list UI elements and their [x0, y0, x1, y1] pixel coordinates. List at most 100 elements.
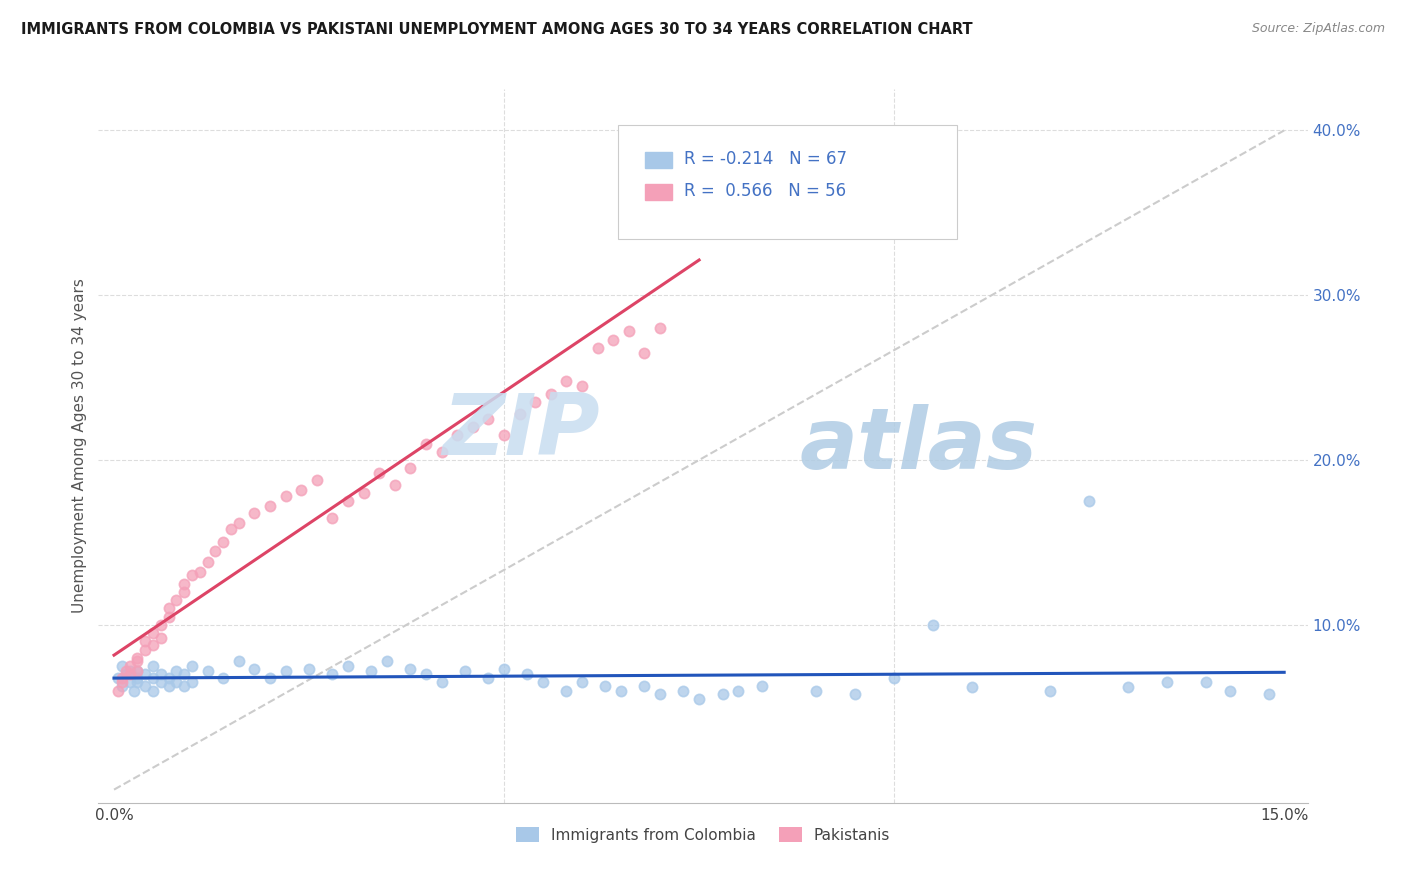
- Point: [142, 671, 165, 685]
- FancyBboxPatch shape: [619, 125, 957, 239]
- Point: [142, 683, 165, 698]
- Point: [922, 617, 945, 632]
- Point: [360, 664, 382, 678]
- Point: [111, 659, 134, 673]
- Point: [118, 675, 141, 690]
- Point: [212, 535, 235, 549]
- Point: [149, 617, 172, 632]
- Point: [446, 428, 468, 442]
- Point: [157, 601, 180, 615]
- Point: [430, 444, 453, 458]
- Point: [127, 664, 149, 678]
- Point: [212, 671, 235, 685]
- Point: [602, 333, 624, 347]
- Point: [415, 667, 437, 681]
- Point: [219, 522, 242, 536]
- Point: [259, 671, 281, 685]
- Point: [197, 555, 219, 569]
- Point: [1219, 683, 1241, 698]
- Point: [516, 667, 538, 681]
- Point: [430, 675, 453, 690]
- Point: [165, 675, 187, 690]
- Point: [321, 667, 343, 681]
- Point: [111, 679, 134, 693]
- Point: [960, 681, 983, 695]
- Point: [1257, 687, 1279, 701]
- Point: [142, 659, 165, 673]
- Point: [127, 654, 149, 668]
- Point: [118, 659, 141, 673]
- Point: [595, 679, 617, 693]
- Text: IMMIGRANTS FROM COLOMBIA VS PAKISTANI UNEMPLOYMENT AMONG AGES 30 TO 34 YEARS COR: IMMIGRANTS FROM COLOMBIA VS PAKISTANI UN…: [21, 22, 973, 37]
- Point: [157, 609, 180, 624]
- Point: [384, 477, 406, 491]
- Point: [149, 675, 172, 690]
- Point: [111, 671, 134, 685]
- Point: [173, 667, 195, 681]
- Point: [804, 683, 827, 698]
- Point: [274, 489, 297, 503]
- Point: [181, 675, 204, 690]
- Point: [298, 662, 321, 676]
- Point: [415, 436, 437, 450]
- Point: [1156, 675, 1178, 690]
- Point: [586, 341, 609, 355]
- Point: [353, 486, 375, 500]
- Point: [368, 466, 391, 480]
- Point: [672, 683, 695, 698]
- Point: [290, 483, 312, 497]
- Point: [149, 631, 172, 645]
- Point: [337, 494, 360, 508]
- Point: [157, 671, 180, 685]
- Point: [509, 407, 531, 421]
- Point: [727, 683, 749, 698]
- Point: [173, 585, 195, 599]
- Point: [127, 671, 149, 685]
- Point: [181, 659, 204, 673]
- Point: [648, 687, 671, 701]
- Text: Source: ZipAtlas.com: Source: ZipAtlas.com: [1251, 22, 1385, 36]
- Point: [114, 667, 136, 681]
- Point: [181, 568, 204, 582]
- Point: [157, 679, 180, 693]
- Point: [711, 687, 734, 701]
- Y-axis label: Unemployment Among Ages 30 to 34 years: Unemployment Among Ages 30 to 34 years: [72, 278, 87, 614]
- Point: [399, 461, 422, 475]
- Point: [142, 626, 165, 640]
- Point: [122, 683, 145, 698]
- Point: [321, 510, 343, 524]
- Point: [610, 683, 633, 698]
- Point: [1078, 494, 1101, 508]
- Point: [1039, 683, 1062, 698]
- Point: [751, 679, 773, 693]
- Point: [228, 654, 250, 668]
- Point: [305, 473, 328, 487]
- Point: [127, 650, 149, 665]
- Point: [142, 638, 165, 652]
- Point: [134, 679, 156, 693]
- Point: [375, 654, 398, 668]
- Legend: Immigrants from Colombia, Pakistanis: Immigrants from Colombia, Pakistanis: [509, 821, 897, 848]
- Point: [127, 664, 149, 678]
- Point: [571, 379, 593, 393]
- Point: [461, 420, 484, 434]
- Point: [274, 664, 297, 678]
- Point: [688, 692, 710, 706]
- Point: [681, 127, 703, 141]
- Bar: [645, 152, 672, 168]
- Point: [114, 664, 136, 678]
- Point: [188, 565, 211, 579]
- Point: [118, 667, 141, 681]
- Point: [531, 675, 554, 690]
- Point: [127, 675, 149, 690]
- Point: [107, 683, 129, 698]
- Point: [617, 325, 640, 339]
- Text: R =  0.566   N = 56: R = 0.566 N = 56: [683, 182, 846, 200]
- Point: [555, 683, 578, 698]
- Point: [454, 664, 477, 678]
- Point: [524, 395, 547, 409]
- Point: [633, 679, 655, 693]
- Text: ZIP: ZIP: [443, 390, 600, 474]
- Point: [173, 576, 195, 591]
- Point: [107, 671, 129, 685]
